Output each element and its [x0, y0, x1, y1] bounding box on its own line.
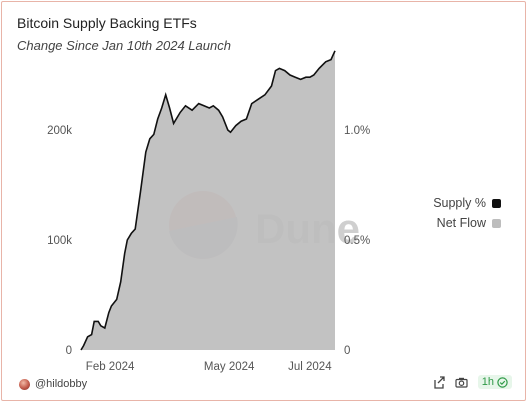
legend-swatch-netflow: [492, 218, 501, 228]
y-right-tick-label: 0: [344, 345, 350, 357]
y-right-tick-label: 0.5%: [344, 235, 370, 247]
y-axis-right: 0 0.5% 1.0%: [344, 125, 370, 357]
check-circle-icon: [497, 376, 508, 388]
chart-title: Bitcoin Supply Backing ETFs: [17, 15, 197, 31]
share-icon[interactable]: [432, 375, 446, 389]
y-axis-left: 0 100k 200k: [47, 125, 72, 357]
refresh-label: 1h: [481, 376, 494, 388]
camera-icon[interactable]: [455, 375, 469, 389]
legend: Supply % Net Flow: [433, 193, 501, 233]
legend-label-supply: Supply %: [433, 196, 486, 210]
x-tick-label: May 2024: [204, 361, 255, 373]
author-link[interactable]: @hildobby: [19, 378, 87, 390]
y-left-tick-label: 100k: [47, 235, 72, 247]
legend-item-netflow[interactable]: Net Flow: [433, 213, 501, 233]
avatar: [19, 378, 30, 390]
legend-label-netflow: Net Flow: [436, 216, 486, 230]
chart-subtitle: Change Since Jan 10th 2024 Launch: [17, 38, 231, 53]
y-left-tick-label: 0: [66, 345, 72, 357]
author-handle: @hildobby: [35, 378, 88, 390]
y-left-tick-label: 200k: [47, 125, 72, 137]
legend-item-supply[interactable]: Supply %: [433, 193, 501, 213]
series-area-net-flow: [81, 50, 335, 351]
legend-swatch-supply: [492, 198, 501, 208]
footer-actions: 1h: [432, 375, 512, 389]
x-tick-label: Feb 2024: [86, 361, 135, 373]
y-right-tick-label: 1.0%: [344, 125, 370, 137]
refresh-badge[interactable]: 1h: [477, 375, 512, 389]
x-tick-label: Jul 2024: [288, 361, 332, 373]
series-line-supply: [80, 50, 336, 351]
x-axis: Feb 2024 May 2024 Jul 2024: [86, 361, 332, 373]
area-layer: [80, 50, 336, 351]
